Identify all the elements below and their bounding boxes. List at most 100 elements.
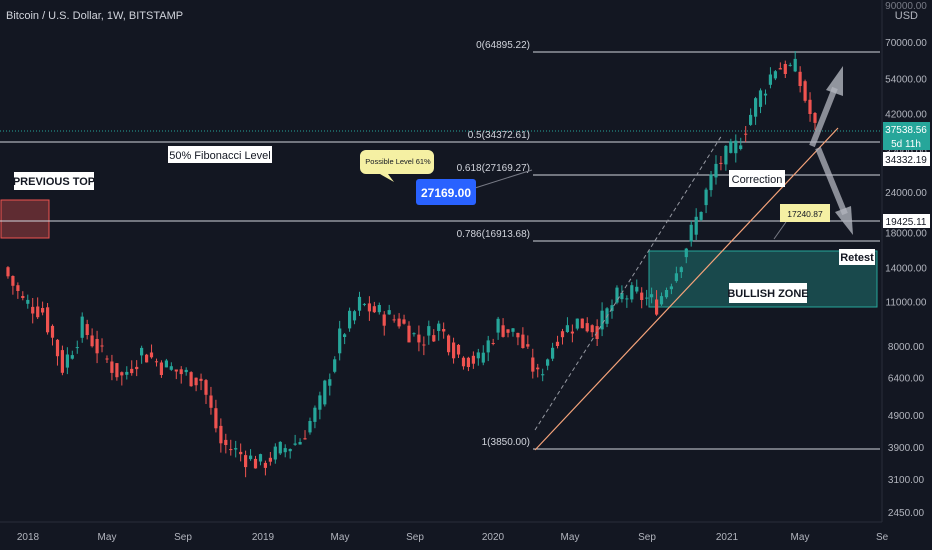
candle-body[interactable] — [635, 286, 639, 292]
candle-body[interactable] — [655, 299, 659, 315]
candle-body[interactable] — [714, 163, 718, 178]
candle-body[interactable] — [372, 306, 376, 313]
candle-body[interactable] — [555, 341, 560, 346]
candle-body[interactable] — [407, 325, 411, 343]
candle-body[interactable] — [278, 441, 282, 454]
time-axis[interactable]: 2018 May Sep 2019 May Sep 2020 May Sep 2021 May Se — [17, 532, 889, 543]
candle-body[interactable] — [159, 362, 163, 376]
candle-body[interactable] — [511, 328, 515, 332]
candle-body[interactable] — [367, 303, 371, 312]
candle-body[interactable] — [199, 378, 203, 381]
candle-body[interactable] — [95, 339, 99, 354]
candle-body[interactable] — [412, 333, 416, 335]
candle-body[interactable] — [575, 318, 579, 329]
candle-body[interactable] — [75, 347, 79, 349]
candle-body[interactable] — [793, 58, 797, 72]
candle-body[interactable] — [194, 377, 198, 386]
candle-body[interactable] — [387, 310, 391, 315]
candle-body[interactable] — [452, 342, 456, 359]
candle-body[interactable] — [773, 71, 777, 79]
candle-body[interactable] — [90, 335, 94, 347]
candle-body[interactable] — [140, 347, 144, 356]
candle-body[interactable] — [323, 380, 327, 405]
candle-body[interactable] — [343, 334, 347, 337]
candle-body[interactable] — [65, 354, 69, 368]
candle-body[interactable] — [456, 344, 461, 355]
candle-body[interactable] — [739, 145, 743, 149]
candle-body[interactable] — [679, 267, 683, 273]
candle-body[interactable] — [630, 285, 634, 300]
candle-body[interactable] — [551, 347, 555, 359]
candle-body[interactable] — [754, 98, 758, 117]
candle-body[interactable] — [783, 64, 787, 74]
candle-body[interactable] — [362, 303, 366, 305]
candle-body[interactable] — [749, 114, 753, 125]
candle-body[interactable] — [268, 457, 272, 462]
candle-body[interactable] — [744, 133, 748, 135]
candle-body[interactable] — [377, 305, 381, 313]
blue-price-badge[interactable] — [416, 179, 476, 205]
candle-body[interactable] — [788, 64, 792, 66]
candle-body[interactable] — [709, 174, 713, 191]
candle-body[interactable] — [31, 306, 35, 314]
candle-body[interactable] — [382, 314, 386, 326]
candle-body[interactable] — [526, 344, 530, 347]
candle-body[interactable] — [36, 306, 40, 318]
candle-body[interactable] — [694, 216, 698, 235]
candle-body[interactable] — [174, 369, 178, 372]
candlestick-series[interactable] — [6, 51, 817, 478]
candle-body[interactable] — [669, 286, 673, 290]
candle-body[interactable] — [610, 305, 614, 312]
candle-body[interactable] — [100, 345, 104, 347]
candle-body[interactable] — [481, 352, 485, 363]
candle-body[interactable] — [333, 359, 337, 372]
candle-body[interactable] — [570, 331, 574, 334]
candle-body[interactable] — [442, 329, 446, 332]
candle-body[interactable] — [229, 449, 233, 451]
candle-body[interactable] — [130, 368, 134, 374]
candle-body[interactable] — [466, 357, 470, 367]
candle-body[interactable] — [120, 372, 124, 376]
candle-body[interactable] — [239, 451, 243, 455]
candle-body[interactable] — [338, 328, 342, 354]
candle-body[interactable] — [125, 371, 129, 375]
candle-body[interactable] — [496, 318, 500, 333]
possible-level-callout[interactable] — [360, 150, 434, 182]
candle-body[interactable] — [145, 354, 149, 363]
uptrend-line[interactable] — [534, 127, 839, 451]
candle-body[interactable] — [565, 325, 569, 332]
candle-body[interactable] — [219, 425, 223, 444]
candle-body[interactable] — [60, 350, 64, 373]
candle-body[interactable] — [224, 439, 228, 445]
channel-line[interactable] — [534, 134, 723, 431]
candle-body[interactable] — [164, 360, 168, 368]
candle-body[interactable] — [506, 329, 510, 333]
candle-body[interactable] — [16, 285, 20, 291]
candle-body[interactable] — [249, 455, 253, 460]
candle-body[interactable] — [689, 224, 693, 242]
candle-body[interactable] — [288, 449, 292, 452]
candle-body[interactable] — [684, 248, 688, 258]
candle-body[interactable] — [719, 162, 723, 164]
candle-body[interactable] — [536, 367, 540, 370]
candle-body[interactable] — [427, 326, 431, 336]
candle-body[interactable] — [318, 395, 322, 410]
candle-body[interactable] — [6, 267, 10, 277]
candle-body[interactable] — [397, 318, 401, 327]
candle-body[interactable] — [110, 361, 114, 373]
candle-body[interactable] — [432, 335, 436, 342]
candle-body[interactable] — [209, 395, 213, 408]
candle-body[interactable] — [803, 81, 807, 101]
candle-body[interactable] — [85, 324, 89, 335]
candle-body[interactable] — [169, 366, 173, 370]
candle-body[interactable] — [303, 438, 307, 440]
candle-body[interactable] — [283, 448, 287, 453]
candle-body[interactable] — [491, 343, 495, 344]
candle-body[interactable] — [234, 448, 238, 450]
candle-body[interactable] — [308, 421, 312, 433]
candle-body[interactable] — [46, 307, 50, 333]
candle-body[interactable] — [664, 290, 669, 298]
candle-body[interactable] — [50, 325, 55, 338]
candle-body[interactable] — [813, 113, 817, 123]
